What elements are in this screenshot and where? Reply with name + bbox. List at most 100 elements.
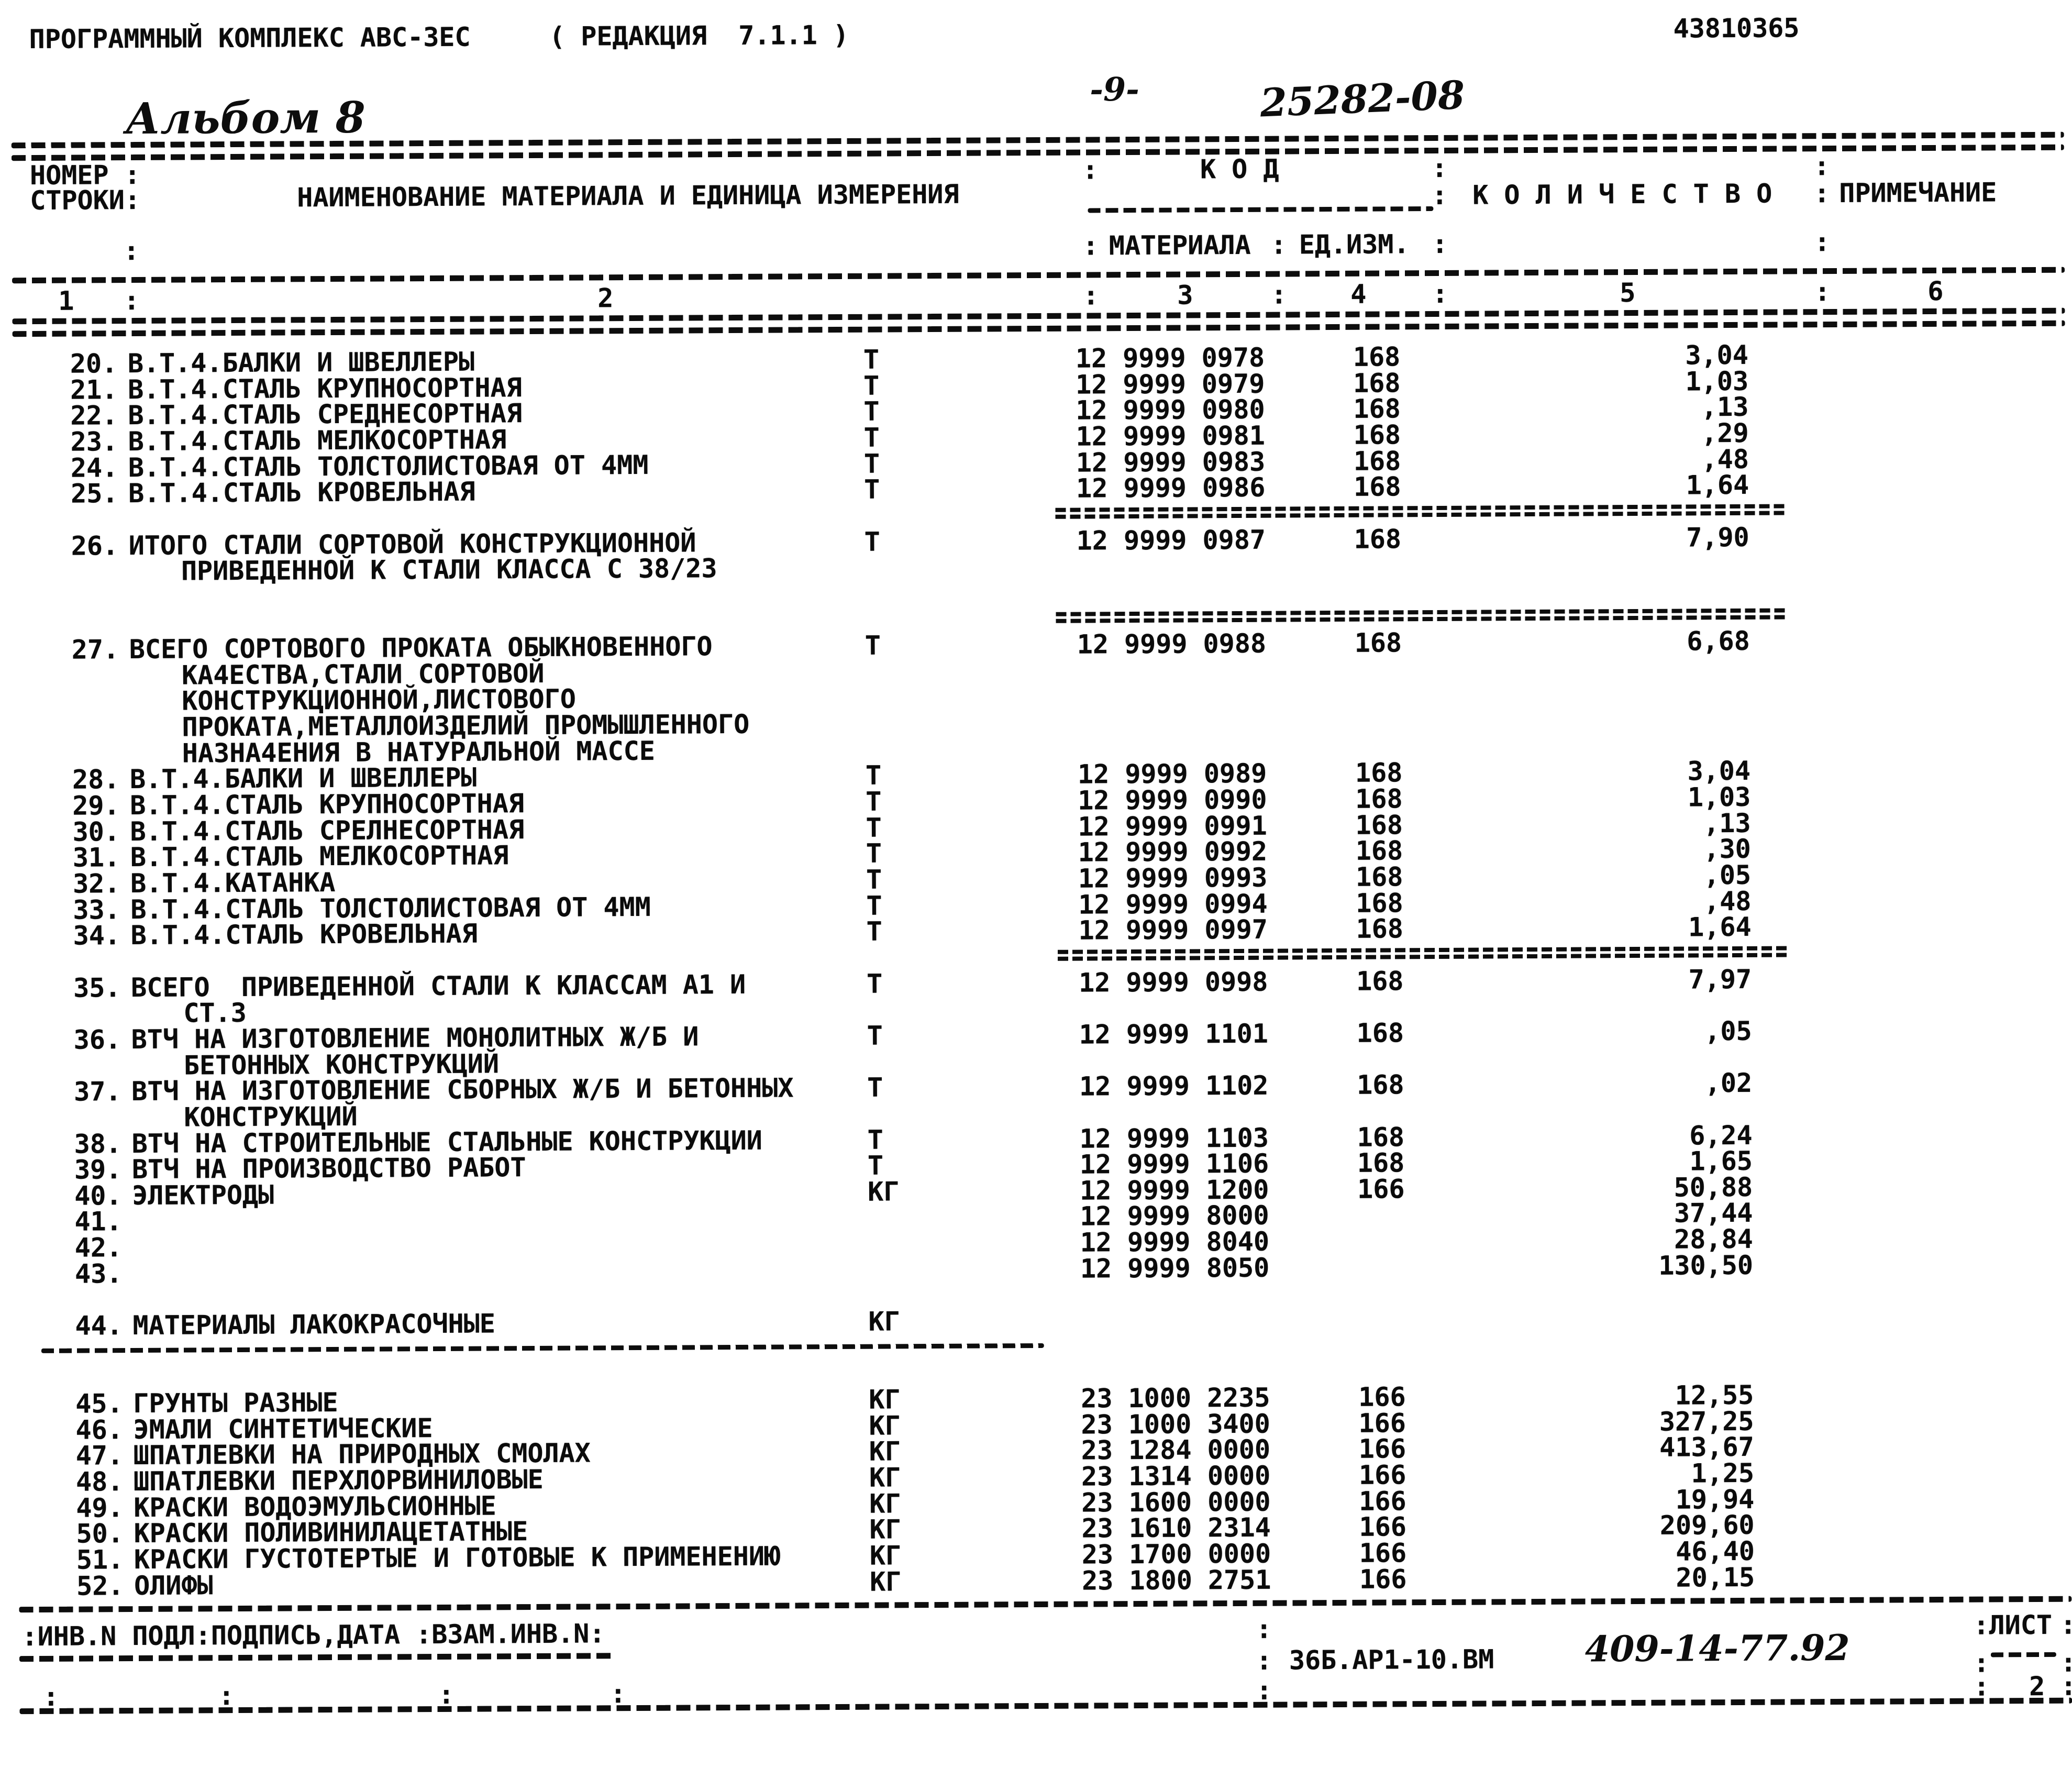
row-number: 50. [76, 1518, 124, 1549]
column-separator-colon: : [1082, 230, 1099, 261]
unit-code: 166 [1358, 1382, 1406, 1412]
col-number-6: 6 [1927, 275, 1944, 307]
row-number: 26. [71, 531, 119, 561]
material-name: ВТЧ НА ИЗГОТОВЛЕНИЕ СБОРНЫХ Ж/Б И БЕТОНН… [131, 1073, 794, 1107]
column-separator-colon: : [1432, 180, 1448, 211]
unit-of-measure: КГ [869, 1436, 901, 1467]
unit-of-measure: Т [867, 1124, 883, 1155]
row-number: 39. [74, 1154, 122, 1185]
table-row: 44. МАТЕРИАЛЫ ЛАКОКРАСОЧНЫЕ КГ [2, 1302, 2072, 1341]
col-header-code-group: К О Д [1200, 153, 1279, 185]
unit-code: 168 [1355, 757, 1403, 788]
unit-of-measure: Т [864, 474, 880, 505]
column-separator-colon: : [1814, 178, 1830, 209]
stamp-separator-colon: : [1256, 1675, 1272, 1706]
col-header-code-material: МАТЕРИАЛА [1109, 229, 1251, 261]
sheet-number: 2 [2029, 1671, 2045, 1702]
stamp-separator-colon: : [1973, 1610, 1989, 1641]
quantity-value: 3,04 [1685, 339, 1749, 371]
unit-code: 166 [1359, 1564, 1407, 1595]
material-code: 23 1610 2314 [1081, 1512, 1271, 1544]
row-number: 32. [72, 868, 120, 899]
row-number: 27. [71, 634, 119, 665]
quantity-value: ,29 [1701, 417, 1749, 449]
col-number-3: 3 [1177, 280, 1193, 311]
material-code: 12 9999 0983 [1076, 446, 1266, 478]
material-code: 12 9999 0992 [1078, 836, 1268, 868]
unit-code: 166 [1359, 1511, 1407, 1542]
unit-of-measure: КГ [869, 1410, 901, 1441]
unit-code: 166 [1359, 1486, 1406, 1517]
row-number: 40. [74, 1180, 122, 1211]
quantity-value: ,05 [1704, 1015, 1752, 1047]
material-code: 12 9999 1106 [1079, 1148, 1269, 1180]
unit-code: 168 [1354, 524, 1402, 555]
material-name: В.Т.4.БАЛКИ И ШВЕЛЛЕРЫ [127, 346, 475, 379]
quantity-value: 6,68 [1687, 625, 1750, 657]
stamp-separator-colon: : [1256, 1645, 1272, 1676]
unit-of-measure: Т [866, 968, 883, 999]
material-name: В.Т.4.СТАЛЬ КРОВЕЛЬНАЯ [128, 476, 475, 509]
material-name: ГРУНТЫ РАЗНЫЕ [133, 1387, 338, 1419]
footer-separators: ::::::::::::: [0, 0, 2072, 1712]
header-divider-line [12, 267, 2065, 284]
material-code: 12 9999 0987 [1076, 524, 1266, 556]
material-code: 12 9999 0997 [1078, 914, 1268, 946]
unit-code: 168 [1356, 966, 1404, 997]
quantity-value: 1,25 [1691, 1457, 1755, 1489]
material-code: 12 9999 0998 [1078, 966, 1268, 998]
sheet-label: ЛИСТ [1989, 1609, 2053, 1641]
column-separator-colon: : [1432, 228, 1448, 260]
unit-code: 168 [1355, 810, 1403, 841]
row-number: 43. [74, 1258, 123, 1289]
stamp-separator-colon: : [1974, 1671, 1990, 1702]
quantity-value: 12,55 [1675, 1379, 1754, 1411]
unit-of-measure: Т [866, 838, 882, 869]
material-code: 12 9999 0978 [1075, 342, 1265, 374]
quantity-value: 130,50 [1658, 1250, 1754, 1281]
unit-of-measure: Т [865, 760, 882, 791]
material-code: 23 1000 3400 [1081, 1408, 1270, 1440]
unit-code: 168 [1356, 1018, 1404, 1048]
col-number-4: 4 [1350, 279, 1367, 310]
material-name: ЭЛЕКТРОДЫ [132, 1179, 274, 1211]
quantity-value: 1,64 [1688, 911, 1752, 943]
material-code: 12 9999 1102 [1079, 1070, 1269, 1102]
unit-of-measure: Т [867, 1072, 883, 1103]
material-name: В.Т.4.СТАЛЬ МЕЛКОСОРТНАЯ [130, 840, 509, 873]
unit-code: 168 [1353, 393, 1401, 424]
unit-code: 168 [1355, 783, 1403, 814]
unit-code: 166 [1357, 1174, 1405, 1205]
stamp-separator-colon: : [438, 1679, 455, 1710]
quantity-value: 209,60 [1659, 1509, 1755, 1541]
document-number: 43810365 [1673, 13, 1800, 44]
row-number: 46. [75, 1415, 124, 1445]
drawing-code-handwritten: 25282-08 [1259, 72, 1466, 126]
row-number: 38. [74, 1129, 122, 1159]
unit-of-measure: Т [866, 812, 882, 843]
material-name: ВТЧ НА ПРОИЗВОДСТВО РАБОТ [131, 1152, 526, 1185]
col-header-name: НАИМЕНОВАНИЕ МАТЕРИАЛА И ЕДИНИЦА ИЗМЕРЕН… [297, 179, 959, 213]
table-row: 26. ИТОГО СТАЛИ СОРТОВОЙ КОНСТРУКЦИОННОЙ Т… [0, 522, 2070, 561]
row-number: 21. [70, 374, 118, 405]
unit-code: 168 [1354, 627, 1402, 658]
unit-of-measure: Т [863, 448, 880, 479]
code-group-underline [1088, 206, 1434, 213]
footer-top-line [19, 1596, 2072, 1613]
column-separator-colon: : [1432, 278, 1448, 310]
material-code: 23 1314 0000 [1081, 1460, 1271, 1492]
stamp-labels: :ИНВ.N ПОДЛ:ПОДПИСЬ,ДАТА :ВЗАМ.ИНВ.N: [21, 1618, 605, 1652]
column-separator-colon: : [1431, 152, 1448, 184]
unit-code: 168 [1357, 1122, 1405, 1153]
document-code: 36Б.АР1-10.ВМ [1289, 1644, 1494, 1676]
materials-table: НОМЕР : СТРОКИ: НАИМЕНОВАНИЕ МАТЕРИАЛА И… [0, 0, 2067, 1601]
unit-of-measure: Т [866, 916, 882, 947]
header-bottom-line2 [12, 320, 2065, 337]
unit-of-measure: Т [866, 864, 882, 895]
row-number: 29. [72, 790, 120, 821]
quantity-value: 20,15 [1676, 1562, 1755, 1593]
quantity-value: 7,90 [1686, 522, 1749, 553]
row-number: 48. [75, 1466, 124, 1497]
material-code: 12 9999 8000 [1080, 1200, 1269, 1232]
